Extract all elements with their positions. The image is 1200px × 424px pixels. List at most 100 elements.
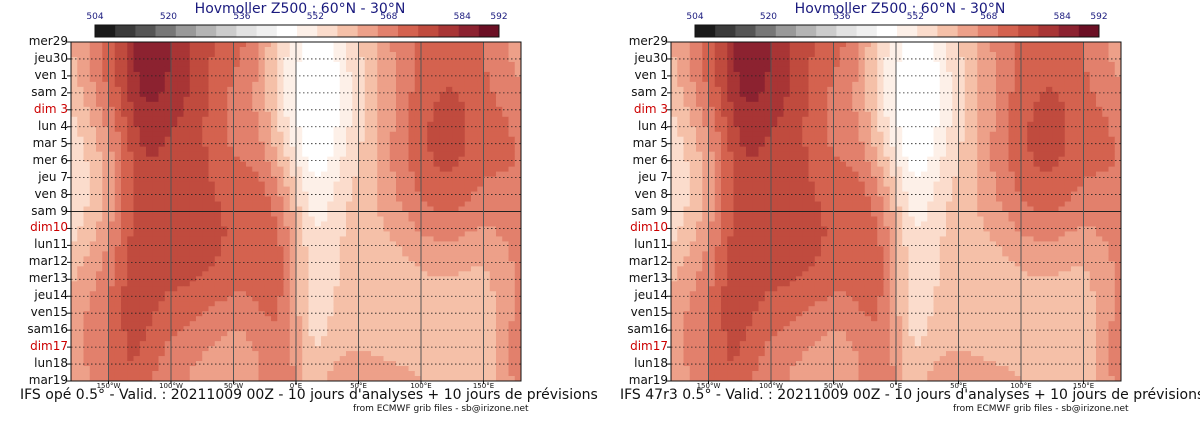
heatmap-cell <box>102 251 109 257</box>
heatmap-cell <box>271 251 278 257</box>
heatmap-cell <box>183 216 191 222</box>
heatmap-cell <box>183 256 191 262</box>
heatmap-cell <box>508 286 516 292</box>
heatmap-cell <box>464 146 472 153</box>
heatmap-cell <box>233 186 241 192</box>
heatmap-cell <box>196 376 203 382</box>
heatmap-cell <box>427 146 434 153</box>
heatmap-cell <box>277 301 284 307</box>
heatmap-cell <box>171 46 178 53</box>
heatmap-cell <box>483 291 491 297</box>
heatmap-cell <box>183 91 191 98</box>
heatmap-cell <box>321 42 328 48</box>
heatmap-cell <box>333 61 341 68</box>
heatmap-cell <box>464 46 472 53</box>
heatmap-cell <box>252 111 259 118</box>
heatmap-cell <box>439 336 447 342</box>
heatmap-cell <box>152 166 159 173</box>
heatmap-cell <box>127 91 134 98</box>
heatmap-cell <box>283 146 291 153</box>
heatmap-cell <box>133 246 141 252</box>
heatmap-cell <box>271 42 278 48</box>
heatmap-cell <box>171 91 178 98</box>
heatmap-cell <box>146 261 153 267</box>
heatmap-cell <box>152 71 159 78</box>
heatmap-cell <box>333 206 341 212</box>
heatmap-cell <box>402 42 409 48</box>
heatmap-cell <box>352 161 359 168</box>
heatmap-cell <box>333 226 341 232</box>
heatmap-cell <box>321 71 328 78</box>
heatmap-cell <box>139 51 147 58</box>
heatmap-cell <box>296 71 303 78</box>
heatmap-cell <box>277 311 284 317</box>
heatmap-cell <box>83 146 91 153</box>
heatmap-cell <box>483 311 491 317</box>
heatmap-cell <box>102 256 109 262</box>
heatmap-cell <box>308 231 316 237</box>
heatmap-cell <box>452 336 459 342</box>
heatmap-cell <box>333 361 341 367</box>
heatmap-cell <box>133 176 141 182</box>
heatmap-cell <box>77 101 84 108</box>
heatmap-cell <box>446 346 453 352</box>
heatmap-cell <box>258 336 266 342</box>
heatmap-cell <box>296 151 303 158</box>
heatmap-cell <box>283 191 291 197</box>
heatmap-cell <box>239 316 247 322</box>
heatmap-cell <box>421 211 428 217</box>
heatmap-cell <box>271 111 278 118</box>
heatmap-cell <box>427 256 434 262</box>
heatmap-cell <box>396 251 403 257</box>
heatmap-cell <box>158 181 166 187</box>
heatmap-cell <box>221 231 228 237</box>
heatmap-cell <box>383 161 391 168</box>
heatmap-cell <box>433 291 441 297</box>
heatmap-cell <box>196 51 203 58</box>
heatmap-cell <box>208 121 216 128</box>
heatmap-cell <box>196 271 203 277</box>
heatmap-cell <box>227 281 234 287</box>
heatmap-cell <box>477 76 484 83</box>
heatmap-cell <box>346 241 353 247</box>
heatmap-cell <box>358 96 366 103</box>
heatmap-cell <box>102 356 109 362</box>
heatmap-cell <box>271 186 278 192</box>
heatmap-cell <box>414 376 422 382</box>
heatmap-cell <box>177 76 184 83</box>
heatmap-cell <box>264 46 272 53</box>
heatmap-cell <box>408 246 416 252</box>
heatmap-cell <box>483 191 491 197</box>
heatmap-cell <box>321 221 328 227</box>
heatmap-cell <box>239 371 247 377</box>
heatmap-cell <box>339 336 347 342</box>
heatmap-cell <box>96 346 103 352</box>
heatmap-cell <box>246 166 253 173</box>
heatmap-cell <box>283 116 291 123</box>
heatmap-cell <box>502 151 509 158</box>
heatmap-cell <box>89 326 97 332</box>
heatmap-cell <box>496 321 503 327</box>
heatmap-cell <box>252 296 259 302</box>
heatmap-cell <box>289 346 297 352</box>
heatmap-cell <box>196 56 203 63</box>
heatmap-cell <box>171 211 178 217</box>
heatmap-cell <box>233 241 241 247</box>
heatmap-cell <box>421 131 428 138</box>
heatmap-cell <box>208 136 216 143</box>
heatmap-cell <box>271 76 278 83</box>
heatmap-cell <box>227 226 234 232</box>
heatmap-cell <box>302 341 309 347</box>
heatmap-cell <box>471 301 478 307</box>
heatmap-cell <box>252 126 259 133</box>
heatmap-cell <box>152 266 159 272</box>
heatmap-cell <box>477 161 484 168</box>
heatmap-cell <box>152 61 159 68</box>
heatmap-cell <box>489 186 497 192</box>
heatmap-cell <box>121 371 128 377</box>
heatmap-cell <box>221 126 228 133</box>
heatmap-cell <box>158 131 166 138</box>
heatmap-cell <box>502 371 509 377</box>
heatmap-cell <box>371 271 378 277</box>
heatmap-cell <box>227 326 234 332</box>
